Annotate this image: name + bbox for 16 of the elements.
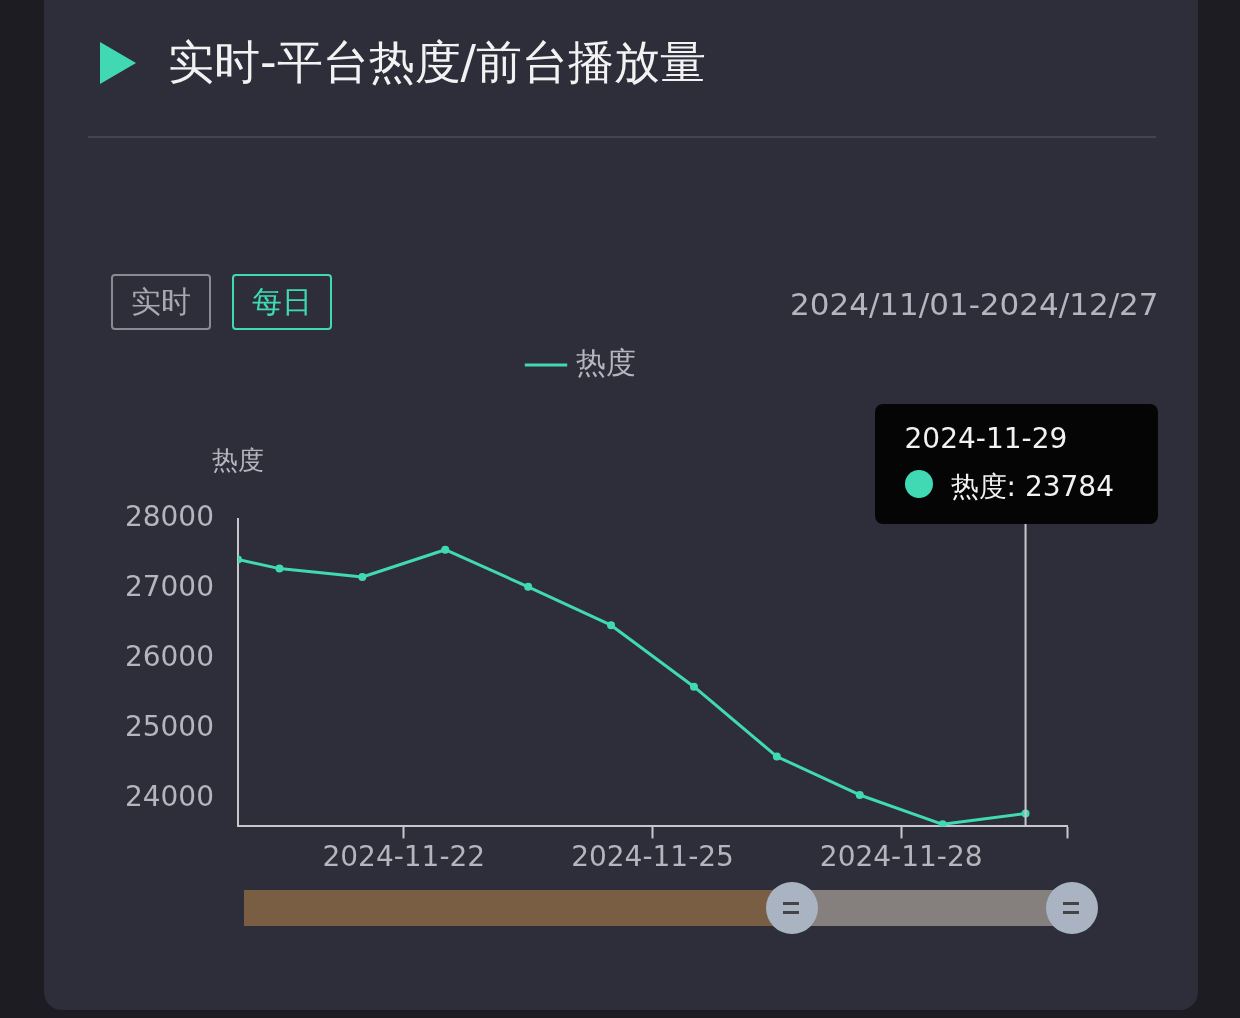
text: 热度: 23784 <box>950 469 1114 505</box>
legend-label: 热度 <box>576 344 636 380</box>
y-tick-label: 25000 <box>124 709 214 743</box>
y-tick-label: 24000 <box>124 779 214 813</box>
x-tick-label: 2024-11-22 <box>322 840 486 874</box>
chart-title: 实时-平台热度/前台播放量 <box>168 34 707 91</box>
x-tick-label: 2024-11-28 <box>819 840 983 874</box>
y-axis-title: 热度 <box>212 444 264 475</box>
text: 2024/11/01-2024/12/27 <box>790 286 1159 322</box>
y-tick-label: 26000 <box>124 640 214 674</box>
text: 2024-11-29 <box>904 422 1068 455</box>
text: 实时 <box>111 274 211 330</box>
x-tick-label: 2024-11-25 <box>571 840 734 874</box>
y-tick-label: 27000 <box>124 570 214 604</box>
text: 每日 <box>232 274 332 330</box>
y-tick-label: 28000 <box>124 500 214 534</box>
